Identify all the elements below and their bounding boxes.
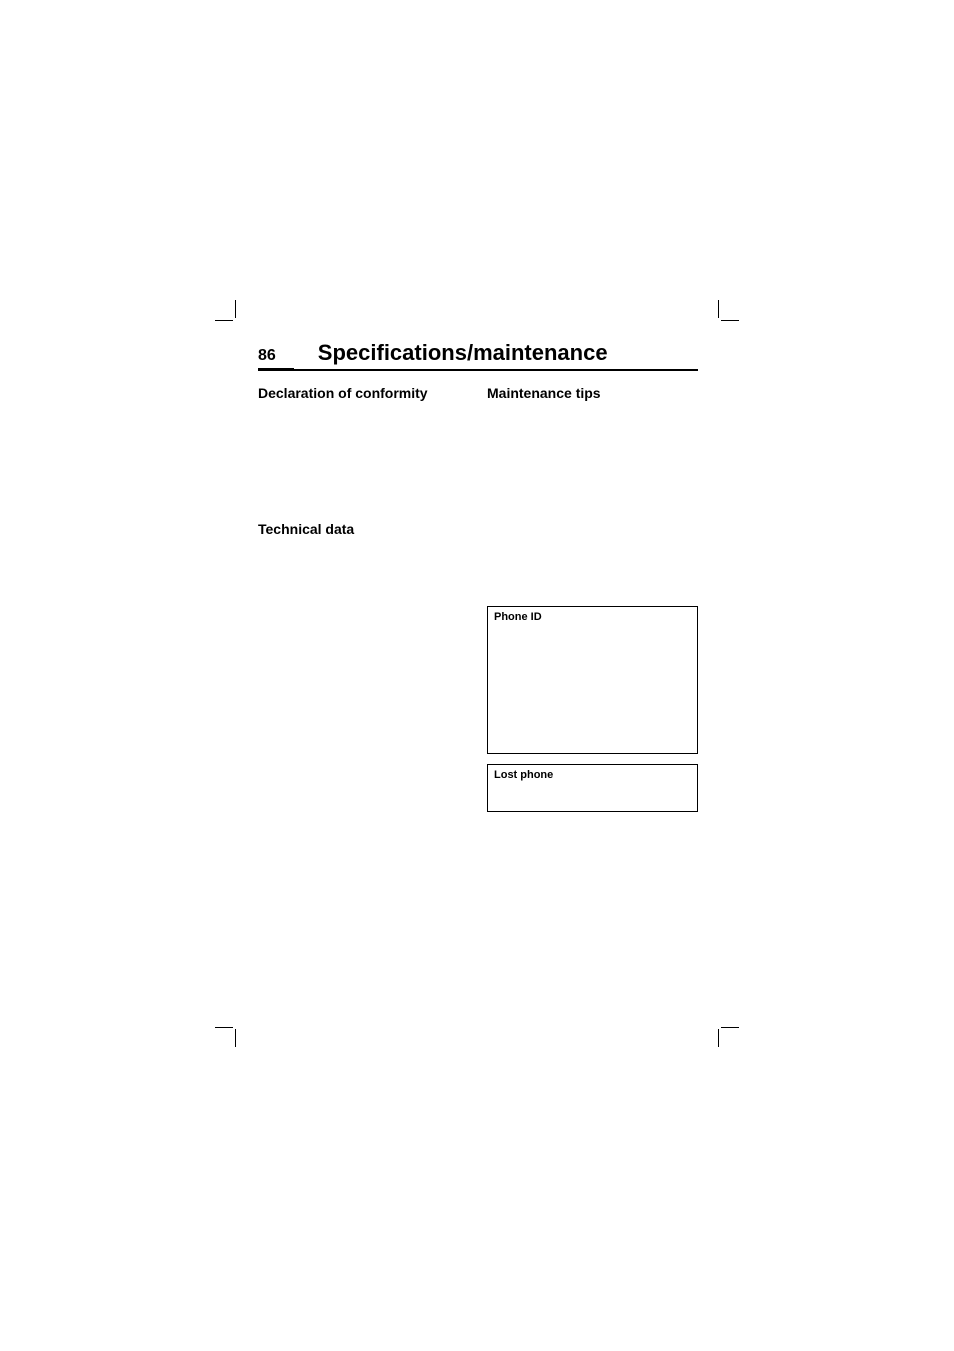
crop-mark: [721, 320, 739, 321]
crop-mark: [235, 1029, 236, 1047]
phone-id-box: Phone ID: [487, 606, 698, 754]
page-number: 86: [258, 347, 276, 364]
lost-phone-heading: Lost phone: [494, 769, 691, 781]
crop-mark: [721, 1027, 739, 1028]
section-heading-technical: Technical data: [258, 521, 469, 537]
lost-phone-box: Lost phone: [487, 764, 698, 812]
page-header: 86 Specifications/maintenance: [258, 340, 698, 371]
page-number-cell: 86: [258, 347, 294, 371]
crop-mark: [215, 320, 233, 321]
two-column-layout: Declaration of conformity Technical data…: [258, 385, 698, 822]
section-heading-conformity: Declaration of conformity: [258, 385, 469, 401]
page-content: 86 Specifications/maintenance Declaratio…: [258, 340, 698, 822]
boxes-container: Phone ID Lost phone: [487, 606, 698, 812]
crop-mark: [215, 1027, 233, 1028]
crop-mark: [235, 300, 236, 318]
section-heading-maintenance: Maintenance tips: [487, 385, 698, 401]
crop-mark: [718, 1029, 719, 1047]
right-column: Maintenance tips Phone ID Lost phone: [487, 385, 698, 822]
phone-id-heading: Phone ID: [494, 611, 691, 623]
crop-mark: [718, 300, 719, 318]
page-title: Specifications/maintenance: [294, 340, 608, 366]
left-column: Declaration of conformity Technical data: [258, 385, 469, 822]
